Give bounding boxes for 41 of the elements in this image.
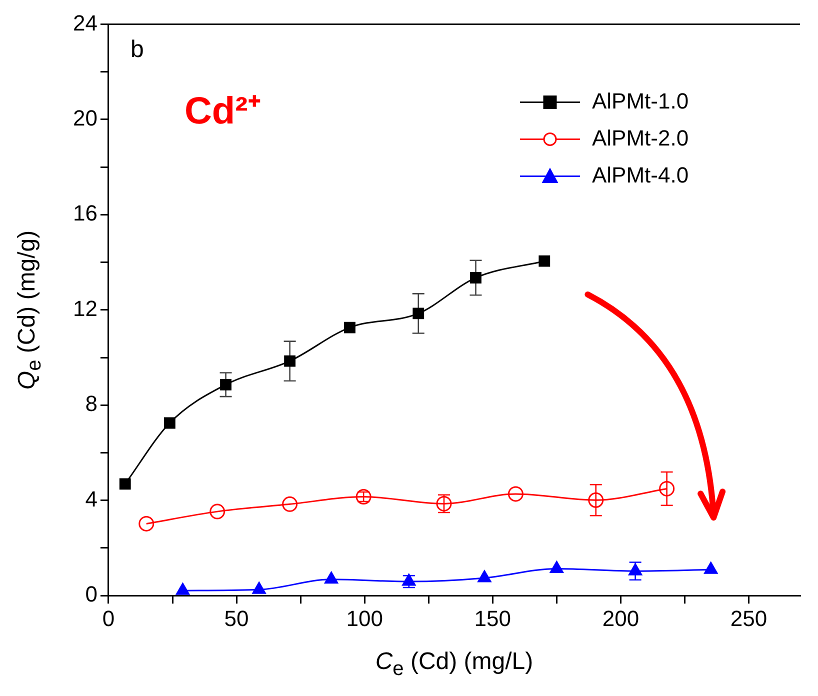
point bbox=[324, 572, 338, 584]
y-tick-label: 0 bbox=[85, 582, 98, 607]
y-tick-label: 20 bbox=[72, 105, 98, 130]
point bbox=[164, 417, 176, 429]
point bbox=[210, 504, 226, 520]
point bbox=[119, 478, 131, 490]
x-tick-label: 100 bbox=[346, 606, 383, 631]
point bbox=[252, 582, 266, 594]
point bbox=[704, 562, 718, 574]
x-tick-label: 0 bbox=[102, 606, 115, 631]
point bbox=[284, 355, 296, 367]
y-tick-label: 16 bbox=[72, 200, 98, 226]
y-tick-label: 4 bbox=[85, 486, 98, 512]
point bbox=[550, 560, 564, 573]
y-tick-label: 24 bbox=[72, 10, 98, 36]
point bbox=[470, 272, 482, 284]
legend-label: AlPMt-4.0 bbox=[592, 162, 689, 188]
point bbox=[412, 308, 424, 320]
point bbox=[220, 378, 232, 390]
x-axis-title: C$_{e}$ (Cd) (mg/L) bbox=[374, 648, 534, 681]
legend-label: AlPMt-2.0 bbox=[592, 125, 689, 150]
point bbox=[402, 574, 416, 586]
point bbox=[628, 563, 642, 576]
x-tick-label: 250 bbox=[730, 606, 768, 631]
point bbox=[478, 570, 492, 582]
annotation: Cd²⁺ bbox=[184, 90, 261, 133]
point bbox=[138, 516, 154, 532]
point bbox=[588, 492, 604, 508]
x-tick-label: 200 bbox=[602, 606, 640, 631]
x-tick-label: 50 bbox=[224, 606, 249, 631]
y-tick-label: 8 bbox=[85, 391, 98, 416]
point bbox=[659, 480, 675, 496]
x-tick-label: 150 bbox=[474, 606, 512, 631]
y-tick-label: 12 bbox=[72, 296, 98, 321]
annotation: b bbox=[130, 36, 144, 63]
point bbox=[344, 322, 356, 334]
point bbox=[282, 496, 298, 512]
legend-label: AlPMt-1.0 bbox=[592, 88, 689, 114]
point bbox=[176, 582, 190, 595]
point bbox=[538, 255, 550, 267]
point bbox=[508, 486, 524, 502]
